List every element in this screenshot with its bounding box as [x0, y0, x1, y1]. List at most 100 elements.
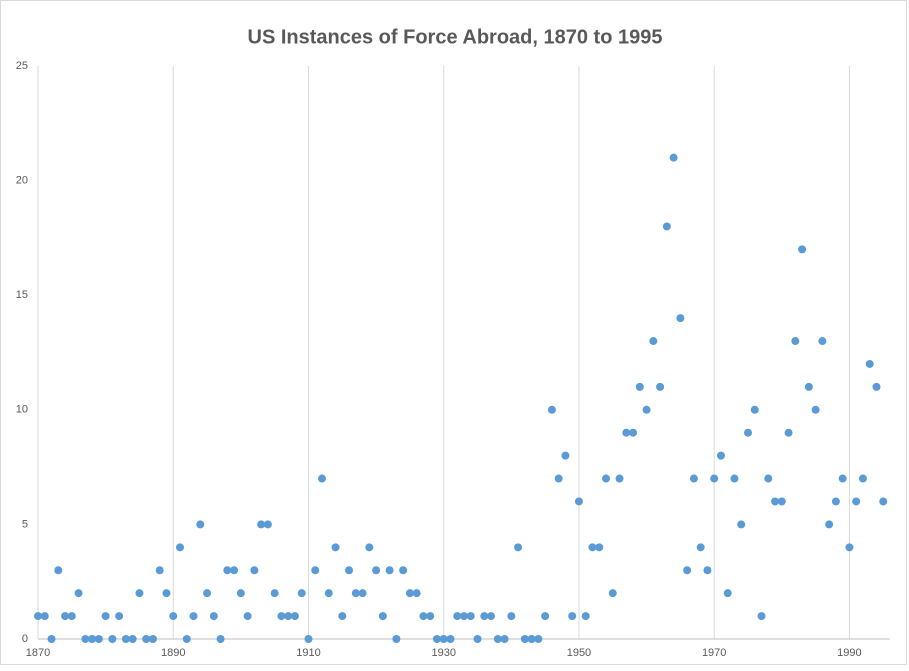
point	[196, 520, 205, 529]
point	[419, 612, 428, 621]
point	[358, 589, 367, 598]
point	[757, 612, 766, 621]
point	[541, 612, 550, 621]
point	[615, 474, 624, 483]
point	[392, 635, 401, 643]
point	[290, 612, 299, 621]
point	[642, 405, 651, 414]
point	[378, 612, 387, 621]
point	[602, 474, 610, 483]
point	[385, 566, 394, 575]
point	[656, 382, 665, 391]
point	[784, 428, 793, 437]
point	[311, 566, 320, 575]
point	[507, 612, 516, 621]
point	[568, 612, 577, 621]
point	[669, 153, 678, 162]
point	[554, 474, 563, 483]
point	[520, 635, 529, 643]
point	[331, 543, 340, 552]
point	[277, 612, 286, 621]
point	[487, 612, 496, 621]
point	[88, 635, 97, 643]
point	[825, 520, 834, 529]
point	[561, 451, 570, 460]
point	[635, 382, 644, 391]
point	[169, 612, 178, 621]
point	[798, 245, 807, 254]
point	[162, 589, 171, 598]
point	[716, 451, 725, 460]
point	[771, 497, 780, 506]
y-tick-label: 25	[16, 60, 28, 72]
point	[432, 635, 441, 643]
point	[460, 612, 468, 621]
point	[865, 359, 874, 368]
chart-title: US Instances of Force Abroad, 1870 to 19…	[248, 26, 663, 48]
point	[318, 474, 326, 483]
x-tick-label: 1950	[567, 647, 591, 659]
y-tick-label: 20	[16, 175, 28, 187]
point	[94, 635, 103, 643]
y-tick-label: 15	[16, 289, 28, 301]
point	[453, 612, 462, 621]
point	[629, 428, 638, 437]
point	[514, 543, 523, 552]
point	[61, 612, 70, 621]
y-tick-label: 5	[22, 518, 28, 530]
point	[182, 635, 191, 643]
point	[439, 635, 448, 643]
point	[108, 635, 117, 643]
point	[243, 612, 252, 621]
point	[595, 543, 604, 552]
point	[101, 612, 110, 621]
point	[399, 566, 408, 575]
point	[845, 543, 854, 552]
point	[40, 612, 49, 621]
point	[574, 497, 583, 506]
x-tick-label: 1930	[431, 647, 455, 659]
point	[818, 337, 827, 346]
point	[744, 428, 752, 437]
point	[831, 497, 840, 506]
x-tick-label: 1910	[296, 647, 320, 659]
point	[622, 428, 631, 437]
point	[176, 543, 184, 552]
point	[209, 612, 218, 621]
x-tick-label: 1890	[161, 647, 185, 659]
point	[872, 382, 881, 391]
point	[263, 520, 272, 529]
point	[858, 474, 867, 483]
point	[852, 497, 861, 506]
point	[250, 566, 259, 575]
point	[121, 635, 130, 643]
point	[351, 589, 360, 598]
point	[446, 635, 455, 643]
point	[365, 543, 374, 552]
point	[764, 474, 773, 483]
point	[236, 589, 245, 598]
point	[689, 474, 698, 483]
point	[284, 612, 293, 621]
point	[500, 635, 509, 643]
point	[74, 589, 83, 598]
point	[791, 337, 800, 346]
point	[54, 566, 63, 575]
point	[581, 612, 590, 621]
point	[338, 612, 347, 621]
point	[480, 612, 489, 621]
point	[547, 405, 556, 414]
point	[534, 635, 543, 643]
point	[527, 635, 536, 643]
point	[324, 589, 333, 598]
point	[696, 543, 705, 552]
point	[703, 566, 712, 575]
point	[223, 566, 232, 575]
point	[493, 635, 502, 643]
point	[649, 337, 658, 346]
point	[216, 635, 225, 643]
point	[676, 314, 685, 323]
y-tick-label: 0	[22, 633, 28, 645]
